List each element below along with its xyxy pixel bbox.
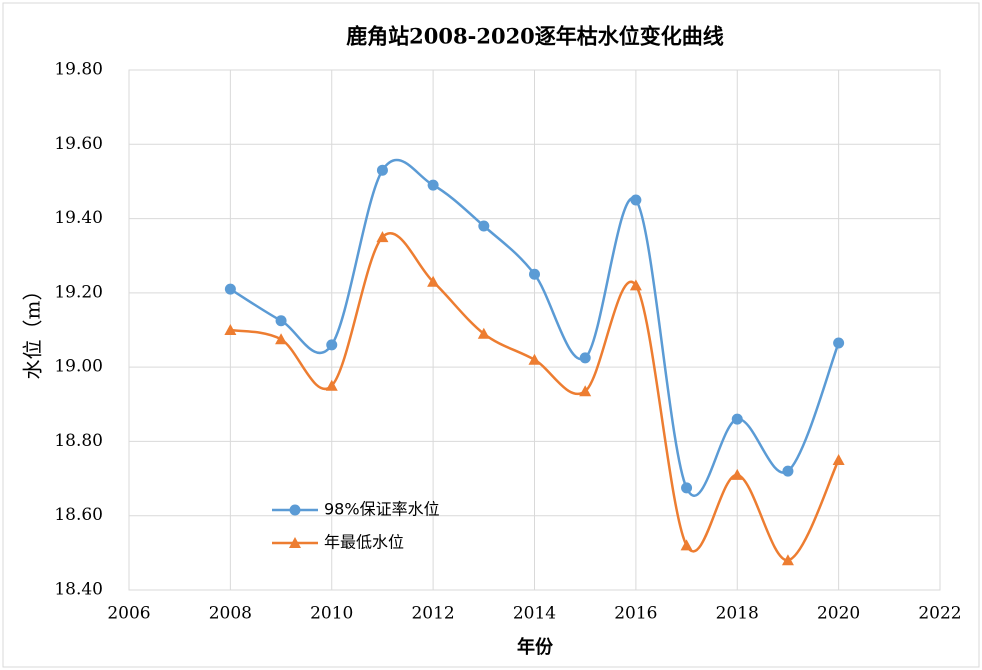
data-point [833, 337, 845, 349]
x-tick-label: 2010 [310, 604, 353, 624]
y-tick-label: 19.20 [54, 282, 103, 302]
data-point [325, 379, 338, 391]
data-point [376, 231, 389, 243]
y-tick-label: 19.40 [54, 208, 103, 228]
x-tick-label: 2006 [107, 604, 150, 624]
data-point [731, 468, 744, 480]
data-point [427, 179, 439, 191]
plot-border [128, 69, 941, 591]
legend-marker [289, 537, 301, 548]
y-axis-label: 水位（m） [21, 281, 45, 380]
data-point [629, 279, 642, 291]
x-tick-label: 2008 [209, 604, 252, 624]
data-point [630, 194, 642, 206]
x-tick-label: 2016 [614, 604, 657, 624]
data-point [224, 324, 237, 335]
legend-label: 年最低水位 [324, 533, 404, 552]
x-tick-label: 2014 [513, 604, 556, 624]
y-tick-label: 18.80 [54, 431, 103, 451]
data-point [782, 465, 794, 477]
data-point [427, 275, 440, 287]
data-point [681, 482, 693, 494]
data-point [477, 327, 490, 339]
data-point [680, 539, 693, 551]
data-point [832, 454, 845, 465]
data-point [478, 220, 490, 232]
data-point [376, 164, 388, 176]
data-point [528, 353, 541, 365]
x-tick-label: 2018 [716, 604, 759, 624]
data-point [326, 339, 338, 351]
x-tick-label: 2020 [817, 604, 860, 624]
y-tick-label: 19.00 [54, 357, 103, 377]
x-tick-label: 2012 [411, 604, 454, 624]
data-point [579, 385, 592, 397]
y-tick-label: 18.40 [54, 580, 103, 600]
chart-title: 鹿角站2008-2020逐年枯水位变化曲线 [346, 24, 724, 49]
data-point [275, 315, 287, 327]
data-point [275, 333, 288, 345]
y-tick-label: 19.60 [54, 134, 103, 154]
x-tick-label: 2022 [918, 604, 961, 624]
data-point [529, 268, 540, 280]
data-point [781, 554, 794, 566]
legend-label: 98%保证率水位 [324, 500, 440, 519]
y-tick-label: 19.80 [54, 60, 103, 80]
data-point [579, 352, 591, 364]
legend-marker [289, 504, 301, 516]
data-point [731, 413, 743, 425]
x-axis-label: 年份 [517, 636, 554, 658]
data-point [224, 283, 236, 295]
y-tick-label: 18.60 [54, 505, 103, 525]
